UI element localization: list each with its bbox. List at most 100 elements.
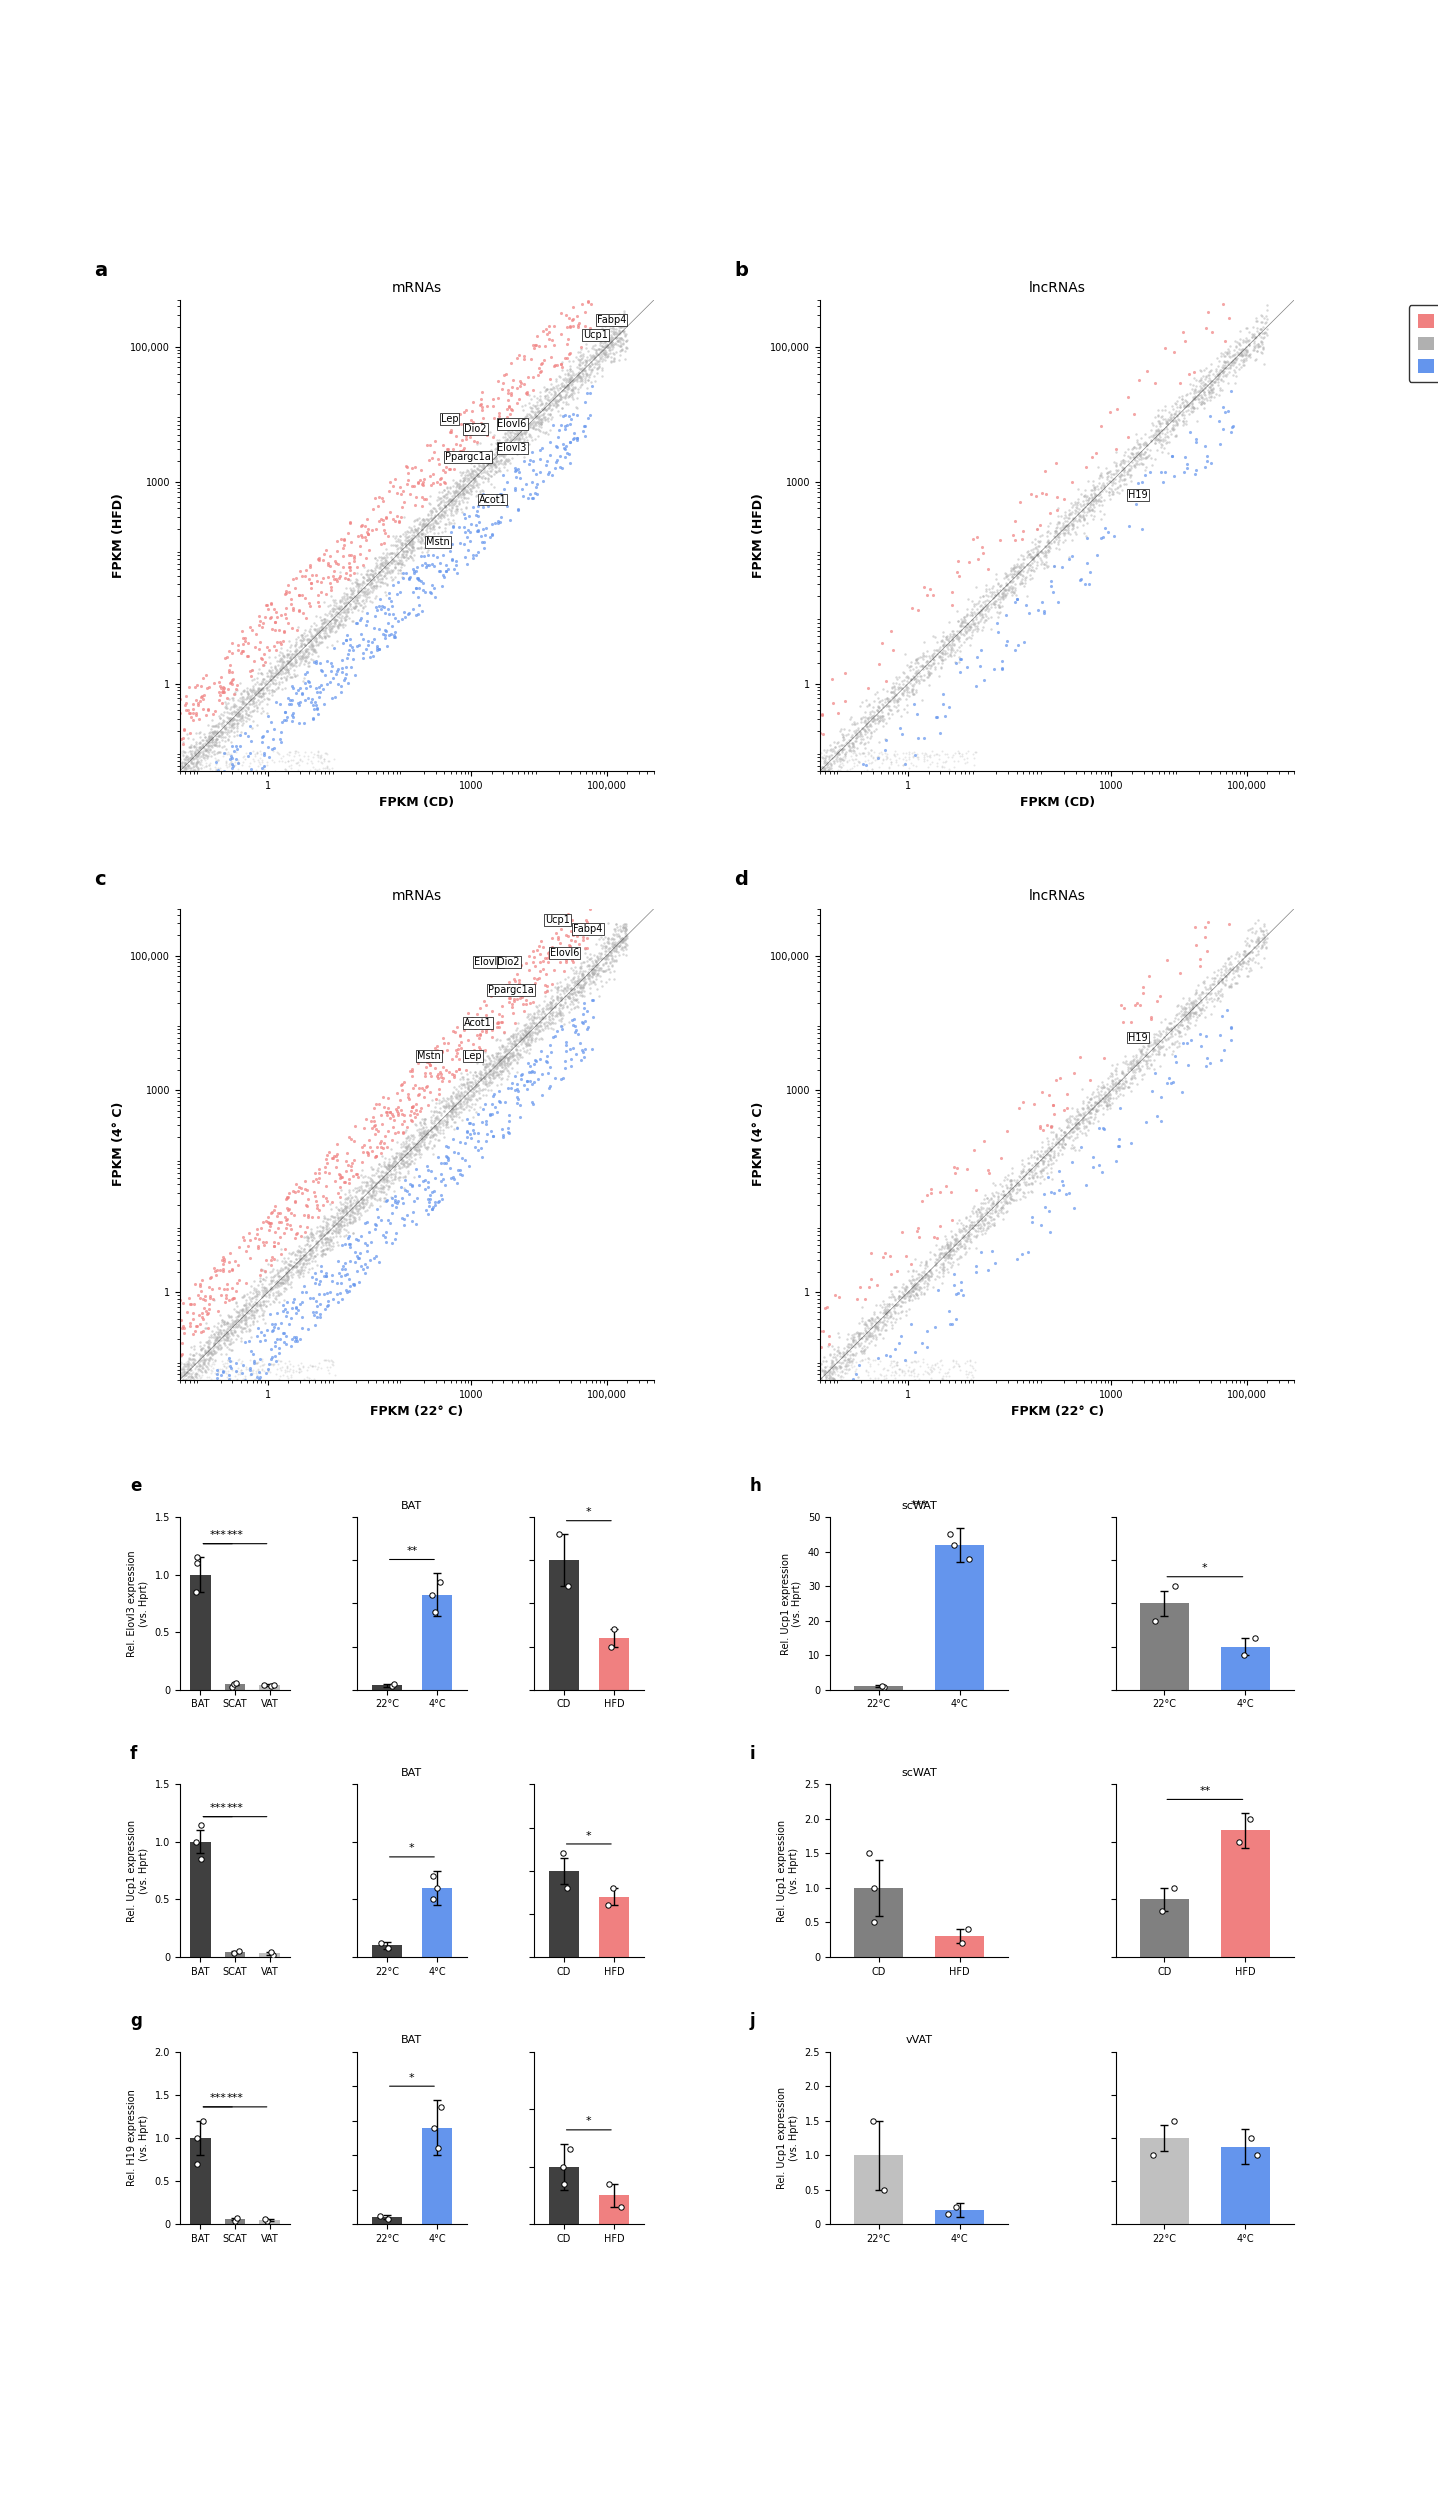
Point [278,622,301,662]
Point [818,1347,841,1387]
Point [367,1112,390,1152]
Point [1215,355,1238,395]
Point [292,660,315,700]
Point [515,1010,538,1050]
Point [1061,1112,1084,1152]
Point [280,1394,303,1434]
Point [1109,1087,1132,1127]
Point [132,1374,155,1414]
Point [545,382,568,422]
Point [472,440,495,480]
Point [269,1192,292,1232]
Point [226,1294,249,1334]
Point [217,732,240,772]
Point [449,462,472,502]
Point [541,1000,564,1040]
Point [808,747,831,787]
Point [485,1020,508,1060]
Point [843,727,866,767]
Point [137,772,160,812]
Point [797,1399,820,1439]
Point [523,395,546,435]
Point [1123,1045,1146,1085]
Point [561,900,584,940]
Point [339,1267,362,1307]
Point [180,1427,203,1467]
Point [610,307,633,347]
Point [309,1230,332,1269]
Point [1008,1165,1031,1205]
Point [515,412,538,452]
Point [565,362,588,402]
Point [1050,1115,1073,1155]
Point [1214,392,1237,432]
Point [449,1080,472,1120]
Point [1173,395,1196,435]
Point [280,1172,303,1212]
Point [564,367,587,407]
Point [544,987,567,1027]
Point [476,437,499,477]
Point [515,395,538,435]
Point [278,1245,301,1284]
Point [213,1302,236,1342]
Point [572,962,595,1002]
Point [216,1314,239,1354]
Point [217,710,240,750]
Point [912,1262,935,1302]
Point [492,1037,515,1077]
Point [390,1125,413,1165]
Point [315,575,338,615]
Point [533,937,557,977]
Point [1135,1037,1158,1077]
Point [531,402,554,442]
Point [840,1327,863,1367]
Point [614,915,637,955]
Point [437,490,460,530]
Point [549,980,572,1020]
Point [198,1329,221,1369]
Point [1025,1137,1048,1177]
Point [1104,1047,1127,1087]
Point [539,982,562,1022]
Point [229,700,252,740]
Point [496,370,519,410]
Point [1225,340,1248,380]
Point [551,985,574,1025]
Point [1020,537,1043,577]
Point [1196,902,1219,942]
Point [777,1387,800,1427]
Point [334,1210,357,1250]
Point [203,1279,226,1319]
Point [817,1352,840,1392]
Point [479,1060,502,1100]
Point [871,705,894,745]
Point [378,1142,401,1182]
Point [321,1259,344,1299]
Point [1022,1085,1045,1125]
Point [452,470,475,510]
Point [1097,1057,1120,1097]
Point [269,1272,292,1312]
Point [1206,962,1229,1002]
Point [820,1369,843,1409]
Point [857,1444,880,1484]
Point [893,690,916,730]
Point [858,705,881,745]
Point [240,695,263,735]
Point [498,427,521,467]
Point [506,1035,529,1075]
Point [456,472,479,512]
Point [876,1372,899,1412]
Point [266,1240,289,1279]
Point [439,412,462,452]
Point [173,1352,196,1392]
Point [893,652,916,692]
Point [557,967,580,1007]
Point [844,1364,867,1404]
Point [784,1344,807,1384]
Point [1163,400,1186,440]
Point [440,490,463,530]
Point [1066,1115,1089,1155]
Point [487,1040,510,1080]
